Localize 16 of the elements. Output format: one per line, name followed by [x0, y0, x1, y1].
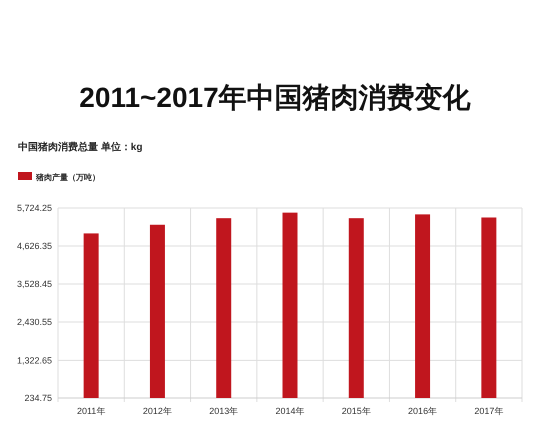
y-tick-label: 4,626.35 — [16, 241, 52, 251]
x-tick-label: 2014年 — [275, 406, 305, 416]
y-tick-label: 1,322.65 — [16, 355, 52, 366]
y-tick-label: 234.75 — [24, 393, 52, 403]
x-tick-label: 2017年 — [474, 406, 504, 416]
x-tick-label: 2013年 — [209, 406, 238, 416]
chart-subtitle: 中国猪肉消费总量 单位：kg — [18, 141, 142, 153]
x-tick-label: 2011年 — [76, 406, 106, 416]
y-tick-label: 3,528.45 — [16, 279, 52, 289]
legend-label: 猪肉产量（万吨） — [35, 173, 100, 182]
y-tick-label: 2,430.55 — [16, 317, 52, 327]
x-tick-label: 2016年 — [408, 406, 438, 416]
y-tick-label: 5,724.25 — [16, 203, 52, 213]
x-tick-label: 2012年 — [142, 406, 172, 416]
x-tick-label: 2015年 — [342, 406, 371, 416]
chart-title: 2011~2017年中国猪肉消费变化 — [79, 82, 472, 113]
